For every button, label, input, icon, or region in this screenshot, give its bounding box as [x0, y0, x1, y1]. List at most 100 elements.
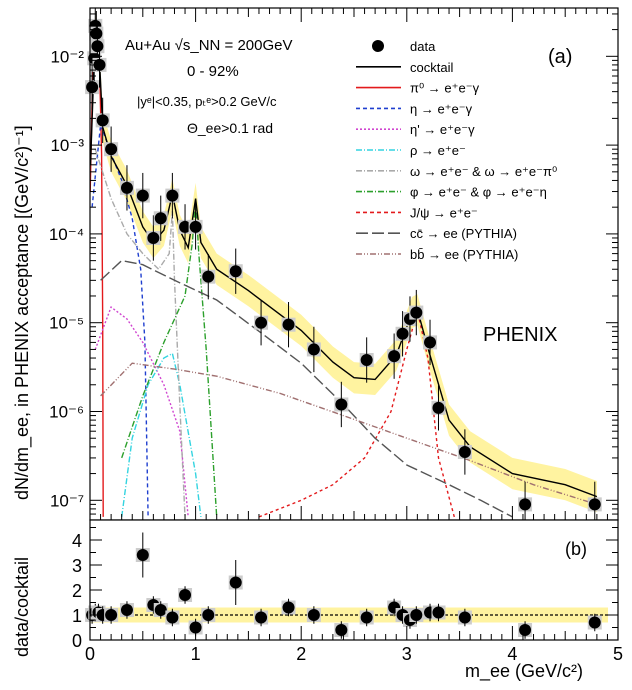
data-point	[587, 481, 602, 520]
data-point	[431, 385, 446, 431]
ratio-point	[387, 598, 402, 617]
ratio-point	[334, 621, 349, 639]
legend-item: bb̄ → ee (PYTHIA)	[356, 247, 518, 262]
ratio-point	[178, 586, 193, 604]
top-panel: 10⁻⁷ 10⁻⁶ 10⁻⁵ 10⁻⁴ 10⁻³ 10⁻² (a) PHENIX Au+A…	[49, 7, 619, 521]
ratio-point	[119, 601, 134, 619]
data-point	[334, 381, 349, 428]
y-tick-label: 0	[72, 631, 82, 651]
y-tick-label: 10⁻³	[50, 136, 84, 155]
data-point	[165, 172, 180, 219]
y-tick-label: 4	[72, 531, 82, 551]
legend-item: π⁰ → e⁺e⁻γ	[356, 81, 480, 96]
legend-label: J/ψ → e⁺e⁻	[410, 205, 478, 220]
data-point	[201, 253, 216, 300]
ratio-point	[457, 608, 472, 627]
x-axis-label: m_ee (GeV/c²)	[465, 661, 583, 682]
data-point	[95, 97, 110, 144]
info-collision: Au+Au √s_NN = 200GeV	[125, 37, 293, 54]
panel-label-b: (b)	[565, 539, 587, 559]
ccbar-curve	[100, 259, 513, 518]
data-point	[387, 333, 402, 379]
data-point	[281, 302, 296, 348]
ratio-point	[165, 608, 180, 627]
legend-item: ρ → e⁺e⁻	[356, 143, 466, 158]
legend-label: η' → e⁺e⁻γ	[410, 122, 475, 137]
data-point	[518, 481, 533, 520]
ratio-point	[104, 606, 119, 624]
y-axis-label-top: dN/dm_ee, in PHENIX acceptance [(GeV/c²)…	[12, 125, 33, 500]
legend-item: cocktail	[356, 60, 453, 75]
cocktail-curve	[89, 29, 598, 498]
ratio-point	[135, 532, 150, 578]
data-point	[153, 195, 168, 241]
x-tick-label: 3	[402, 644, 412, 664]
legend-label: bb̄ → ee (PYTHIA)	[410, 247, 518, 262]
info-centrality: 0 - 92%	[187, 63, 239, 80]
legend-label: ω → e⁺e⁻ & ω → e⁺e⁻π⁰	[410, 164, 557, 179]
ratio-point	[359, 608, 374, 627]
ratio-point	[409, 606, 424, 624]
bottom-panel: 0 1 2 3 4 (b)	[72, 519, 619, 651]
ratio-point	[431, 603, 446, 622]
ratio-uncertainty-band	[90, 607, 608, 623]
data-point	[359, 337, 374, 383]
panel-label-a: (a)	[548, 46, 572, 68]
ratio-point	[254, 608, 269, 627]
data-point	[423, 319, 438, 366]
y-tick-label: 3	[72, 556, 82, 576]
data-point	[92, 42, 107, 88]
data-point	[228, 248, 243, 294]
legend-label: η → e⁺e⁻γ	[410, 101, 473, 116]
info-cuts: |yᵉ|<0.35, pₜᵉ>0.2 GeV/c	[137, 94, 277, 109]
ratio-point	[281, 598, 296, 617]
y-tick-label: 1	[72, 606, 82, 626]
legend-item: φ → e⁺e⁻ & φ → e⁺e⁻η	[356, 185, 547, 200]
y-tick-label: 10⁻²	[50, 47, 84, 66]
legend-item: η → e⁺e⁻γ	[356, 101, 473, 116]
data-point	[146, 215, 161, 261]
legend-label: π⁰ → e⁺e⁻γ	[410, 81, 480, 96]
x-tick-label: 1	[191, 644, 201, 664]
x-tick-label: 0	[85, 644, 95, 664]
legend-label: cc̄ → ee (PYTHIA)	[410, 226, 517, 241]
legend-label: cocktail	[410, 60, 453, 75]
y-tick-label: 10⁻⁶	[49, 403, 84, 422]
rho-curve	[121, 352, 202, 517]
ratio-point	[587, 613, 602, 632]
phenix-watermark: PHENIX	[483, 324, 557, 346]
data-point	[178, 204, 193, 250]
legend: data cocktail π⁰ → e⁺e⁻γ η → e⁺e⁻γ η' → e⁺e⁻…	[356, 39, 557, 262]
ratio-point	[306, 606, 321, 624]
omega-curve	[94, 148, 186, 517]
legend-label: φ → e⁺e⁻ & φ → e⁺e⁻η	[410, 185, 547, 200]
legend-label: ρ → e⁺e⁻	[410, 143, 466, 158]
legend-item: cc̄ → ee (PYTHIA)	[356, 226, 517, 241]
data-point	[306, 326, 321, 373]
data-point	[395, 311, 410, 357]
info-text: Au+Au √s_NN = 200GeV 0 - 92% |yᵉ|<0.35, …	[125, 37, 293, 136]
y-tick-label: 2	[72, 581, 82, 601]
legend-item: J/ψ → e⁺e⁻	[356, 205, 478, 220]
legend-label: data	[410, 39, 436, 54]
data-point	[254, 300, 269, 346]
data-point	[457, 429, 472, 475]
y-axis-label-bottom: data/cocktail	[12, 557, 32, 657]
data-point	[104, 126, 119, 172]
data-point	[90, 23, 105, 69]
y-tick-label: 10⁻⁴	[49, 225, 84, 244]
data-point	[85, 64, 100, 110]
ratio-point	[201, 606, 216, 624]
data-point	[119, 165, 134, 211]
y-tick-label: 10⁻⁵	[49, 314, 84, 333]
legend-item: data	[372, 39, 436, 54]
y-tick-label: 10⁻⁷	[50, 491, 84, 510]
x-tick-label: 2	[296, 644, 306, 664]
x-tick-label: 5	[613, 644, 623, 664]
legend-marker	[372, 40, 384, 52]
ratio-point	[153, 601, 168, 619]
x-tick-label: 4	[507, 644, 517, 664]
legend-item: η' → e⁺e⁻γ	[356, 122, 475, 137]
data-point	[409, 289, 424, 336]
